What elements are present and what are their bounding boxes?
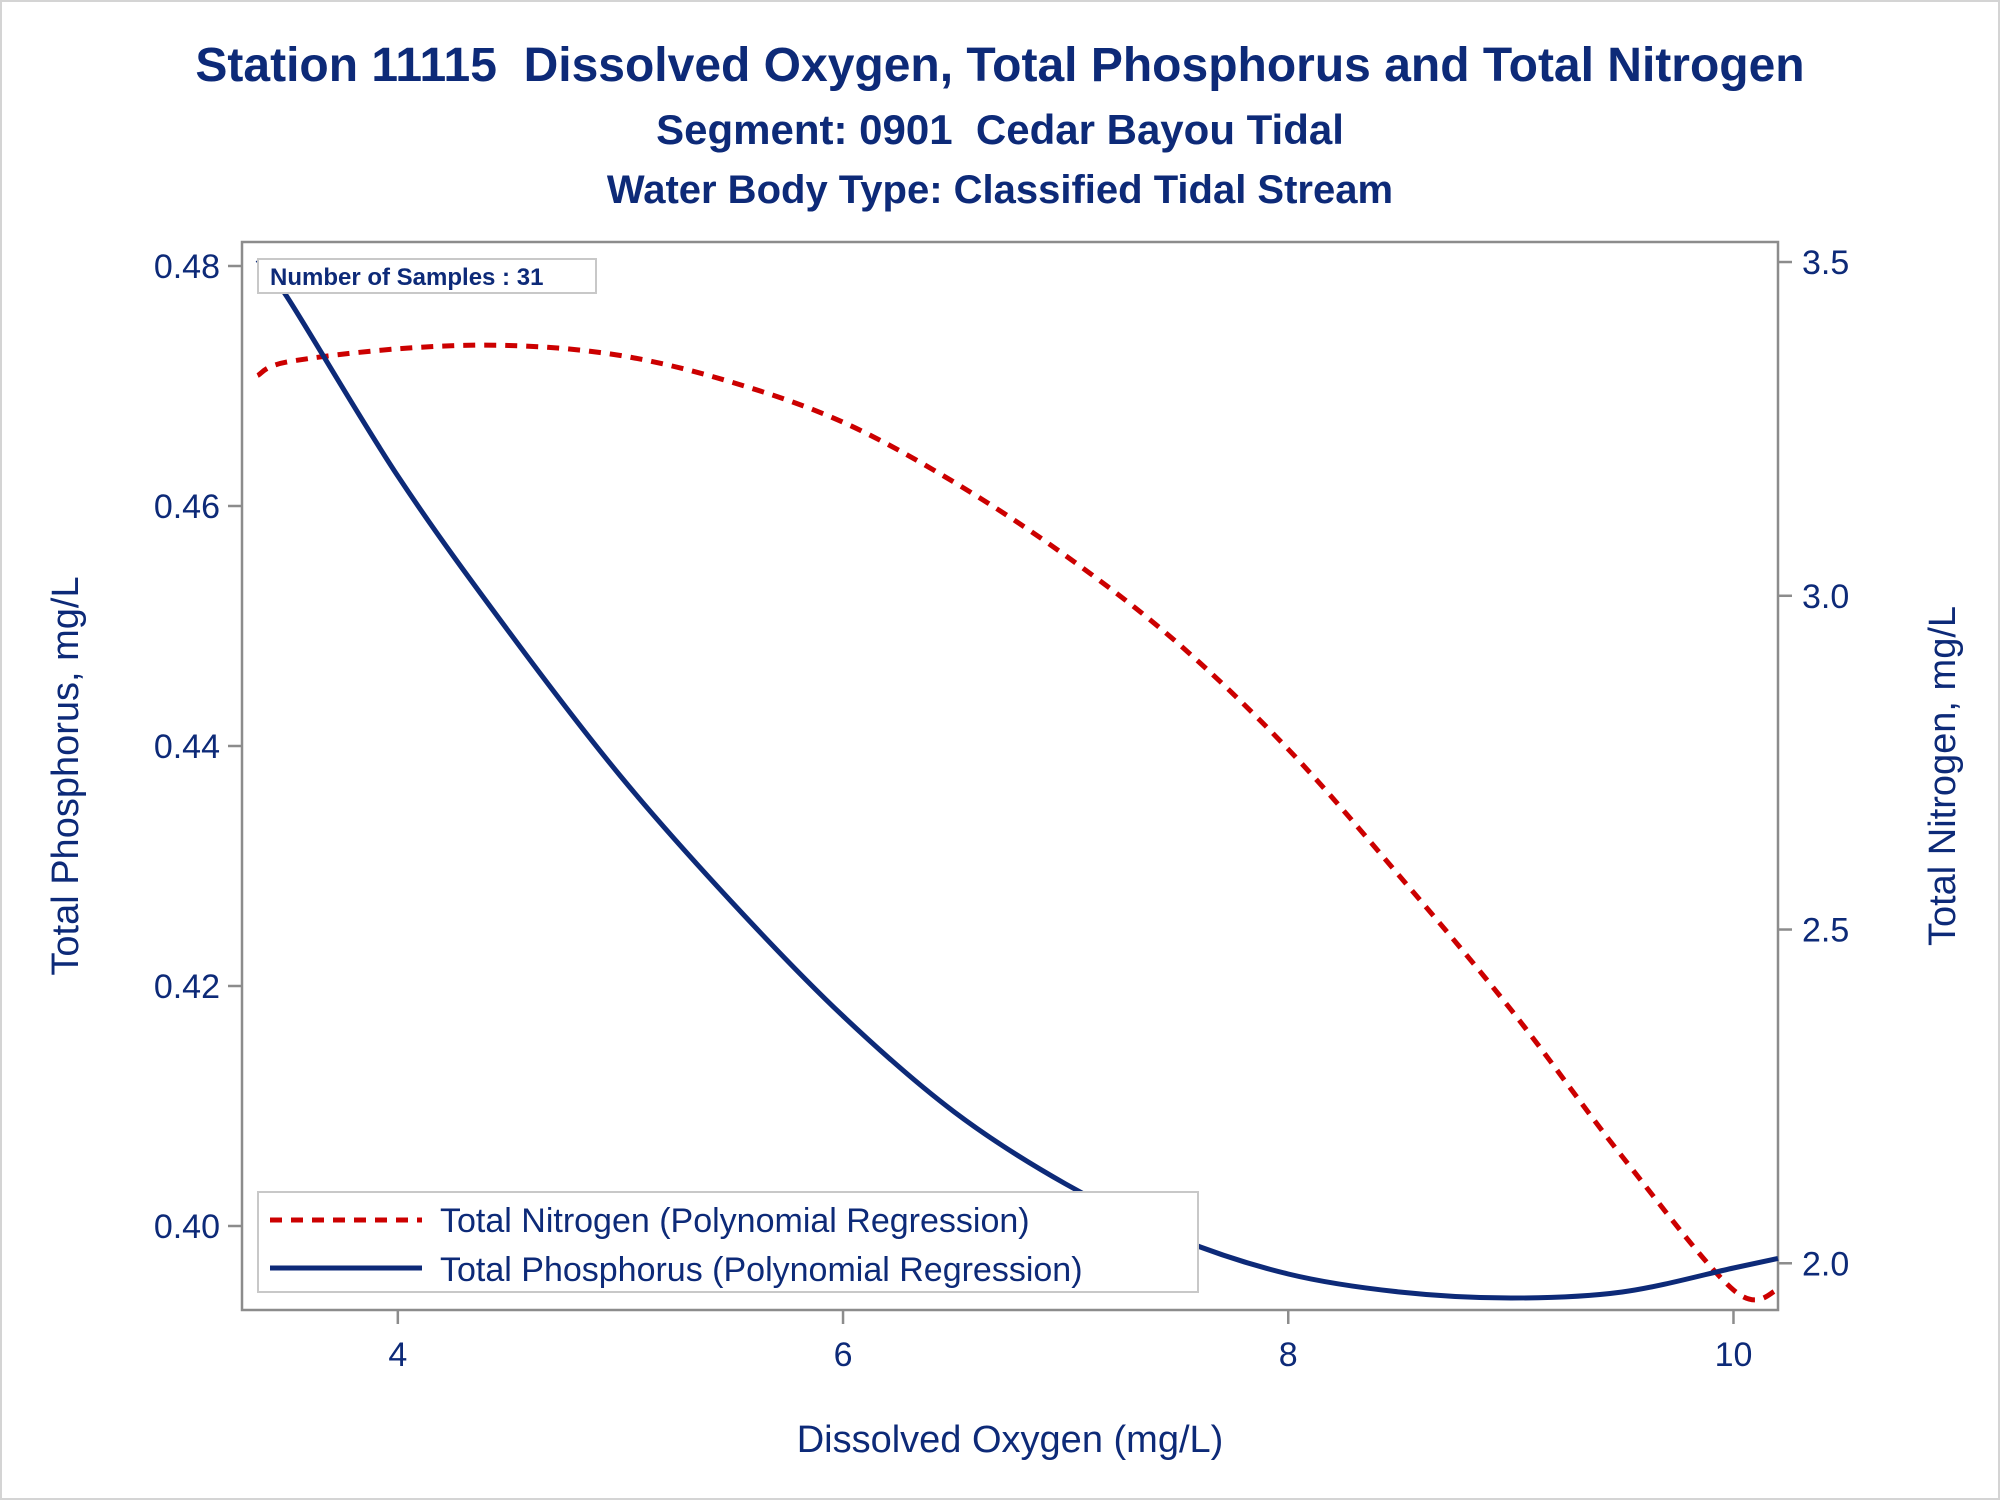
sample-count-frame: [257, 258, 597, 294]
legend-label-phosphorus: Total Phosphorus (Polynomial Regression): [440, 1251, 1083, 1289]
y-tick-label: 0.48: [154, 248, 220, 286]
chart-subtitle-2: Water Body Type: Classified Tidal Stream: [606, 168, 1394, 212]
y-tick-label: 0.42: [154, 968, 220, 1006]
legend: Total Nitrogen (Polynomial Regression) T…: [257, 1191, 1199, 1293]
legend-frame: [257, 1191, 1199, 1293]
y-tick-label: 0.44: [154, 728, 220, 766]
y-axis-right: 2.0 2.5 3.0 3.5: [1778, 244, 1849, 1283]
y2-tick-label: 2.0: [1802, 1245, 1849, 1283]
chart-subtitle: Segment: 0901 Cedar Bayou Tidal: [656, 106, 1344, 153]
legend-label-nitrogen: Total Nitrogen (Polynomial Regression): [440, 1202, 1030, 1240]
x-tick-label: 8: [1279, 1336, 1298, 1374]
y2-tick-label: 3.5: [1802, 244, 1849, 282]
x-tick-label: 4: [388, 1336, 407, 1374]
y2-tick-label: 3.0: [1802, 578, 1849, 616]
y-tick-label: 0.40: [154, 1208, 220, 1246]
y2-tick-label: 2.5: [1802, 912, 1849, 950]
series-layer: [255, 258, 1779, 1303]
sample-count-box: Number of Samples : 31: [257, 258, 597, 294]
plot-area: [240, 240, 1780, 1312]
x-axis: 4 6 8 10: [388, 1310, 1752, 1374]
y-axis-left: 0.40 0.42 0.44 0.46 0.48: [154, 248, 242, 1246]
series-line-phosphorus: [255, 258, 1779, 1301]
sample-count-label: Number of Samples : 31: [270, 264, 543, 291]
y-axis-title: Total Phosphorus, mg/L: [45, 576, 87, 975]
x-tick-label: 10: [1715, 1336, 1753, 1374]
y2-axis-title: Total Nitrogen, mg/L: [1922, 606, 1964, 946]
x-tick-label: 6: [834, 1336, 853, 1374]
x-axis-title: Dissolved Oxygen (mg/L): [797, 1419, 1224, 1461]
y-tick-label: 0.46: [154, 488, 220, 526]
chart-title: Station 11115 Dissolved Oxygen, Total Ph…: [195, 39, 1805, 92]
series-line-nitrogen: [256, 342, 1779, 1303]
